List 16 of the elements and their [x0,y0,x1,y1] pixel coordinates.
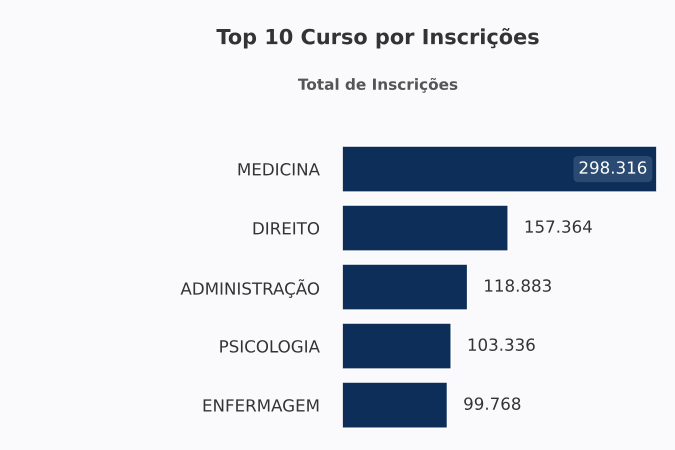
bar [342,322,452,370]
y-tick-label: PSICOLOGIA [220,340,320,353]
chart-title: Top 10 Curso por Inscrições [216,28,539,49]
data-label: 298.316 [580,161,646,174]
bar [342,381,448,429]
y-tick-label: ADMINISTRAÇÃO [180,279,320,298]
y-tick-label: ENFERMAGEM [204,399,318,412]
y-tick-label: DIREITO [254,222,320,235]
data-label: 157.364 [526,220,592,233]
y-tick-label: MEDICINA [238,162,320,176]
bar [342,204,509,252]
chart-subtitle: Total de Inscrições [298,78,458,93]
data-label: 118.883 [485,279,551,292]
bar [342,263,468,311]
data-label: 103.336 [468,338,535,351]
data-label: 99.768 [464,397,520,410]
